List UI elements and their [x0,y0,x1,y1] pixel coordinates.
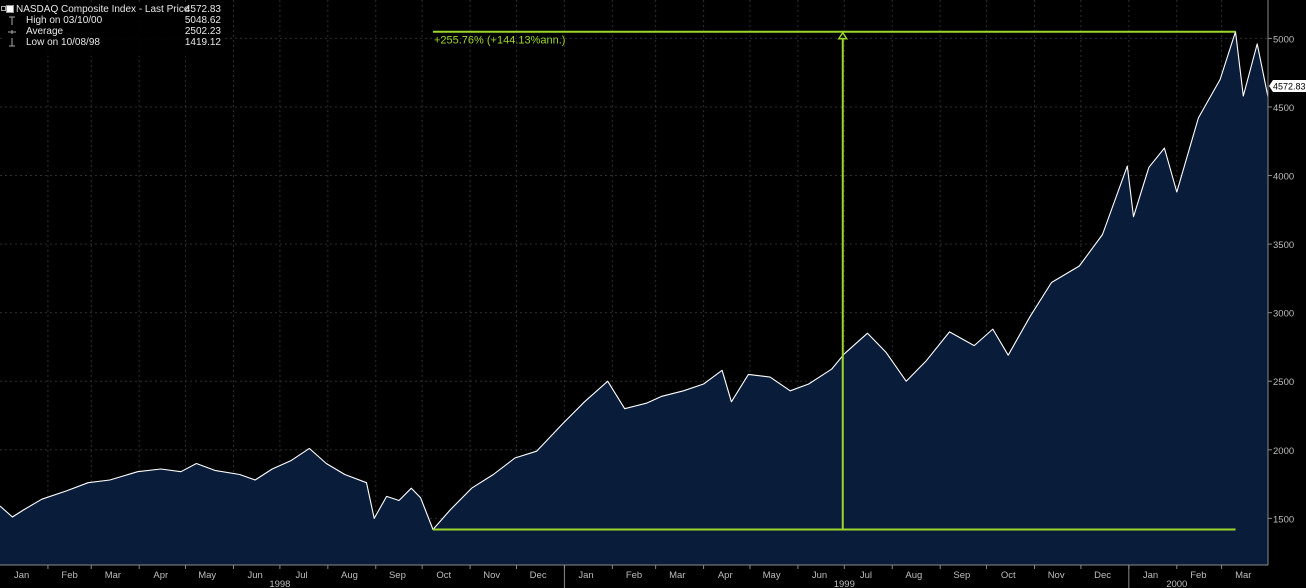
y-tick-label: 1500 [1273,514,1294,525]
series-color-swatch-icon [6,5,14,13]
y-tick-label: 4000 [1273,172,1294,183]
high-marker-icon [9,16,15,25]
x-month-label: Oct [1001,570,1016,581]
x-month-label: Dec [530,570,547,581]
legend-low-label: Low on 10/08/98 [26,37,100,48]
legend-series-value: 4572.83 [184,4,221,15]
x-year-label: 1999 [834,579,855,588]
x-month-label: Nov [483,570,500,581]
chart-legend: NASDAQ Composite Index - Last Price 4572… [1,4,224,56]
legend-average-row: Average 2502.23 [2,26,224,37]
x-month-label: May [198,570,216,581]
average-marker-icon [8,30,16,34]
low-marker-icon [9,38,15,47]
last-price-tag [1269,79,1306,92]
x-year-label: 1998 [269,579,290,588]
x-month-label: Feb [626,570,642,581]
y-tick-label: 4500 [1273,103,1294,114]
x-axis: Jan Feb Mar Apr May Jun Jul Aug Sep Oct Nov Dec Jan F… [0,564,1268,588]
x-month-label: Jan [14,570,29,581]
legend-low-row: Low on 10/08/98 1419.12 [2,37,224,48]
x-month-label: Mar [1235,570,1251,581]
legend-high-row: High on 03/10/00 5048.62 [2,15,224,26]
x-month-label: Sep [389,570,406,581]
x-month-label: Aug [341,570,358,581]
x-month-label: Apr [718,570,733,581]
x-month-label: Apr [153,570,168,581]
price-area [0,31,1269,565]
price-series-line [0,31,1269,531]
x-month-label: Jun [247,570,262,581]
x-month-label: Jan [1143,570,1158,581]
y-tick-label: 2000 [1273,446,1294,457]
y-tick-label: 5000 [1273,34,1294,45]
change-annotation: +255.76% (+144.13%ann.) [432,30,1236,531]
x-month-label: Dec [1094,570,1111,581]
price-area-fill [0,31,1268,565]
x-month-label: Nov [1048,570,1065,581]
legend-high-label: High on 03/10/00 [26,15,103,26]
x-month-label: Feb [61,570,77,581]
x-month-label: Oct [436,570,451,581]
x-month-label: Aug [905,570,922,581]
y-axis: 1500 2000 2500 3000 3500 4000 4500 5000 4572.83 [1267,0,1306,565]
y-tick-label: 3500 [1273,240,1294,251]
last-price-tag-label: 4572.83 [1273,81,1306,91]
x-month-label: Sep [953,570,970,581]
x-month-label: Jul [295,570,307,581]
legend-average-label: Average [26,26,64,37]
x-month-label: Feb [1190,570,1206,581]
x-month-label: Mar [669,570,685,581]
x-month-label: Jan [578,570,593,581]
x-month-label: Jun [812,570,827,581]
x-year-label: 2000 [1166,579,1187,588]
x-month-label: Mar [105,570,121,581]
x-month-label: May [763,570,781,581]
change-annotation-label: +255.76% (+144.13%ann.) [434,35,565,47]
legend-average-value: 2502.23 [184,26,221,37]
legend-series-label: NASDAQ Composite Index - Last Price [16,4,190,15]
x-month-label: Jul [860,570,872,581]
y-tick-label: 2500 [1273,377,1294,388]
legend-high-value: 5048.62 [184,15,221,26]
y-tick-label: 3000 [1273,309,1294,320]
legend-series-row[interactable]: NASDAQ Composite Index - Last Price 4572… [1,4,224,15]
collapse-icon[interactable] [1,6,6,11]
legend-low-value: 1419.12 [184,37,221,48]
change-arrow-head-icon [837,31,849,40]
